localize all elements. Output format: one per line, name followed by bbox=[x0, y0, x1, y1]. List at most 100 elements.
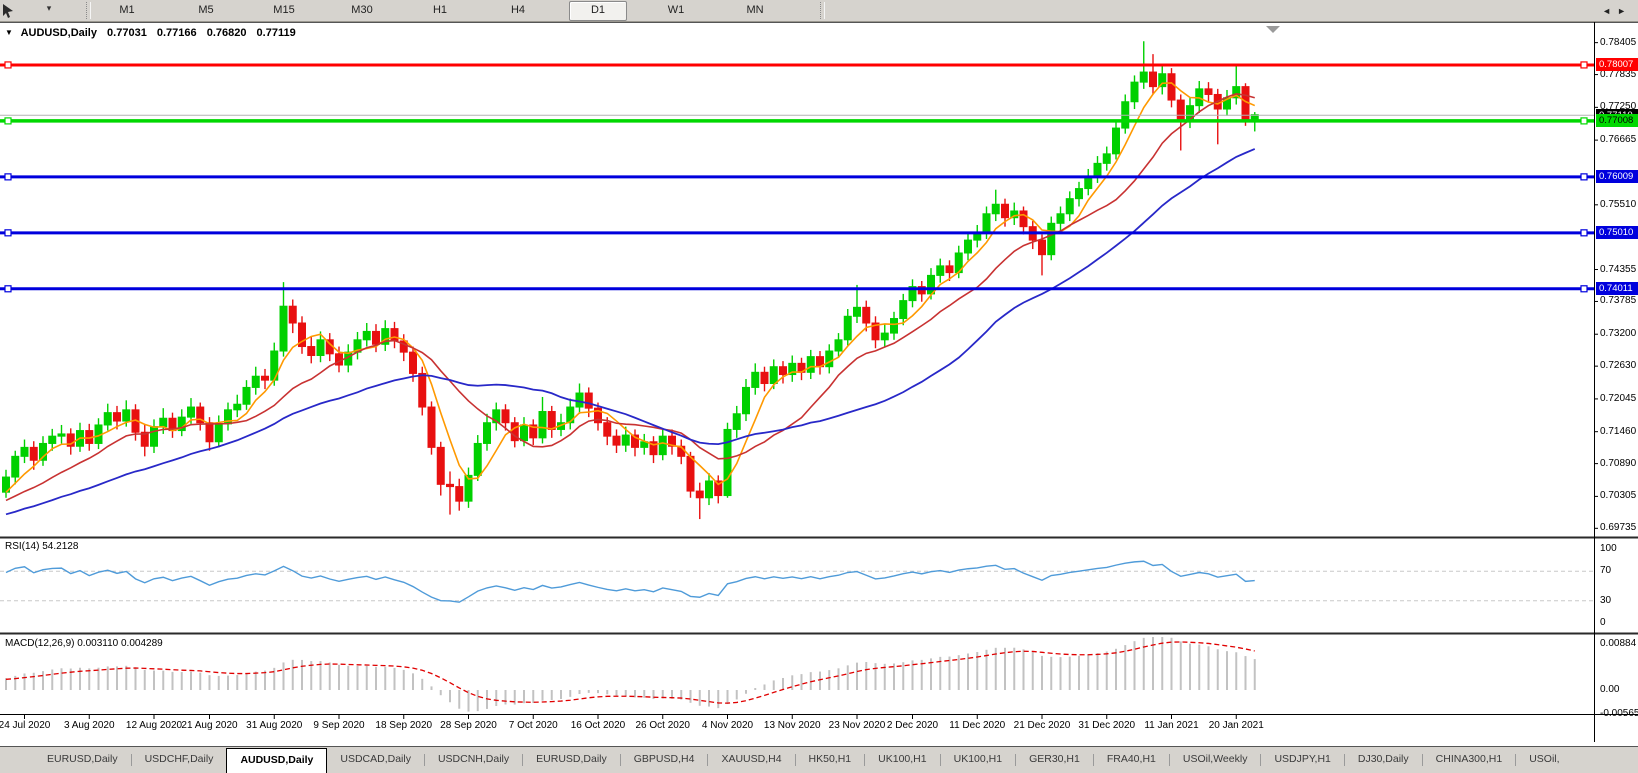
tab-audusd-daily[interactable]: AUDUSD,Daily bbox=[226, 748, 328, 773]
tab-eurusd-daily[interactable]: EURUSD,Daily bbox=[47, 753, 118, 765]
rsi-axis-label: 0 bbox=[1600, 617, 1606, 628]
tab-eurusd-daily[interactable]: EURUSD,Daily bbox=[536, 753, 607, 765]
tab-usdchf-daily[interactable]: USDCHF,Daily bbox=[144, 753, 214, 765]
candle-body bbox=[1130, 81, 1139, 103]
candle-body bbox=[381, 328, 390, 345]
toolbar-separator bbox=[820, 2, 825, 19]
candle-body bbox=[825, 350, 834, 368]
candle-body bbox=[483, 422, 491, 444]
timeframe-button-h1[interactable]: H1 bbox=[432, 4, 448, 16]
candle-body bbox=[66, 433, 75, 447]
tab-usoil[interactable]: USOil, bbox=[1529, 753, 1560, 765]
cursor-tool-icon[interactable] bbox=[0, 2, 18, 19]
tab-hk50-h1[interactable]: HK50,H1 bbox=[808, 753, 852, 765]
price-axis-label: 0.76665 bbox=[1600, 134, 1637, 146]
line-handle[interactable] bbox=[4, 173, 12, 181]
line-handle[interactable] bbox=[1580, 285, 1588, 293]
price-axis-label: 0.71460 bbox=[1600, 425, 1637, 437]
candle-body bbox=[723, 428, 732, 497]
candle-body bbox=[603, 422, 612, 437]
timeframe-button-w1[interactable]: W1 bbox=[667, 4, 685, 16]
tab-gbpusd-h4[interactable]: GBPUSD,H4 bbox=[633, 753, 695, 765]
line-handle[interactable] bbox=[4, 229, 12, 237]
candle-body bbox=[834, 339, 843, 352]
tab-ger30-h1[interactable]: GER30,H1 bbox=[1029, 753, 1080, 765]
timeframe-button-d1[interactable]: D1 bbox=[569, 1, 627, 21]
time-axis-label: 20 Jan 2021 bbox=[1208, 720, 1264, 731]
tab-china300-h1[interactable]: CHINA300,H1 bbox=[1435, 753, 1503, 765]
tab-usdcnh-daily[interactable]: USDCNH,Daily bbox=[437, 753, 510, 765]
line-handle[interactable] bbox=[4, 285, 12, 293]
candle-body bbox=[233, 403, 242, 411]
collapse-icon[interactable]: ▼ bbox=[5, 28, 13, 37]
tab-usdcad-daily[interactable]: USDCAD,Daily bbox=[340, 753, 411, 765]
toolbar-dropdown-icon[interactable]: ▾ bbox=[46, 3, 52, 13]
tab-separator bbox=[522, 754, 524, 766]
candle-body bbox=[1139, 71, 1148, 83]
chart-title-bar: ▼ AUDUSD,Daily 0.77031 0.77166 0.76820 0… bbox=[5, 27, 303, 39]
tab-separator bbox=[794, 754, 796, 766]
rsi-axis-label: 100 bbox=[1600, 543, 1617, 554]
candle-body bbox=[39, 442, 47, 461]
timeframe-button-m1[interactable]: M1 bbox=[119, 4, 135, 16]
tab-scroll-left-icon[interactable]: ◄ bbox=[1602, 6, 1618, 16]
timeframe-button-m15[interactable]: M15 bbox=[273, 4, 295, 16]
candle-body bbox=[520, 424, 528, 442]
candle-body bbox=[714, 480, 723, 497]
candle-body bbox=[187, 406, 195, 418]
tab-uk100-h1[interactable]: UK100,H1 bbox=[878, 753, 927, 765]
line-handle[interactable] bbox=[4, 61, 12, 69]
timeframe-button-m30[interactable]: M30 bbox=[351, 4, 373, 16]
candle-body bbox=[779, 366, 787, 376]
timeframe-button-h4[interactable]: H4 bbox=[510, 4, 526, 16]
tab-separator bbox=[619, 754, 621, 766]
candle-body bbox=[594, 407, 602, 424]
candle-body bbox=[251, 375, 260, 388]
ma-mid-line bbox=[5, 93, 1255, 502]
ohlc-low: 0.76820 bbox=[206, 27, 247, 39]
tab-separator bbox=[939, 754, 941, 766]
line-handle[interactable] bbox=[1580, 229, 1588, 237]
rsi-line bbox=[5, 560, 1255, 603]
candle-body bbox=[843, 315, 852, 341]
candle-body bbox=[760, 371, 769, 385]
tab-separator bbox=[1515, 754, 1517, 766]
tab-dj30-daily[interactable]: DJ30,Daily bbox=[1357, 753, 1409, 765]
time-axis-label: 24 Jul 2020 bbox=[0, 720, 51, 731]
tab-separator bbox=[1168, 754, 1170, 766]
tab-fra40-h1[interactable]: FRA40,H1 bbox=[1106, 753, 1156, 765]
tab-uk100-h1[interactable]: UK100,H1 bbox=[953, 753, 1003, 765]
candle-body bbox=[205, 422, 214, 443]
timeframe-button-m5[interactable]: M5 bbox=[198, 4, 214, 16]
candle-body bbox=[1019, 210, 1028, 228]
candle-body bbox=[862, 306, 871, 324]
line-handle[interactable] bbox=[4, 117, 12, 125]
candle-body bbox=[788, 362, 797, 376]
tab-xauusd-h4[interactable]: XAUUSD,H4 bbox=[721, 753, 782, 765]
toolbar-separator bbox=[86, 2, 91, 19]
tab-separator bbox=[423, 754, 425, 766]
line-handle[interactable] bbox=[1580, 173, 1588, 181]
tab-scroll-right-icon[interactable]: ► bbox=[1617, 6, 1632, 16]
candle-body bbox=[890, 318, 898, 334]
candle-body bbox=[473, 442, 482, 476]
candle-body bbox=[1075, 188, 1083, 200]
candle-body bbox=[806, 356, 815, 373]
tab-separator bbox=[130, 754, 132, 766]
tab-separator bbox=[1015, 754, 1017, 766]
tab-usoil-weekly[interactable]: USOil,Weekly bbox=[1182, 753, 1248, 765]
timeframe-button-mn[interactable]: MN bbox=[746, 4, 764, 16]
candle-body bbox=[686, 455, 695, 492]
line-handle[interactable] bbox=[1580, 61, 1588, 69]
candle-body bbox=[547, 411, 556, 430]
candle-body bbox=[196, 406, 205, 424]
candle-body bbox=[464, 474, 473, 502]
candle-body bbox=[668, 435, 676, 447]
candle-body bbox=[57, 433, 66, 437]
candle-body bbox=[11, 455, 20, 478]
time-axis-label: 3 Aug 2020 bbox=[63, 720, 115, 731]
tab-usdjpy-h1[interactable]: USDJPY,H1 bbox=[1274, 753, 1331, 765]
chart-canvas[interactable] bbox=[0, 22, 1638, 745]
price-axis-label: 0.74355 bbox=[1600, 263, 1637, 275]
line-handle[interactable] bbox=[1580, 117, 1588, 125]
